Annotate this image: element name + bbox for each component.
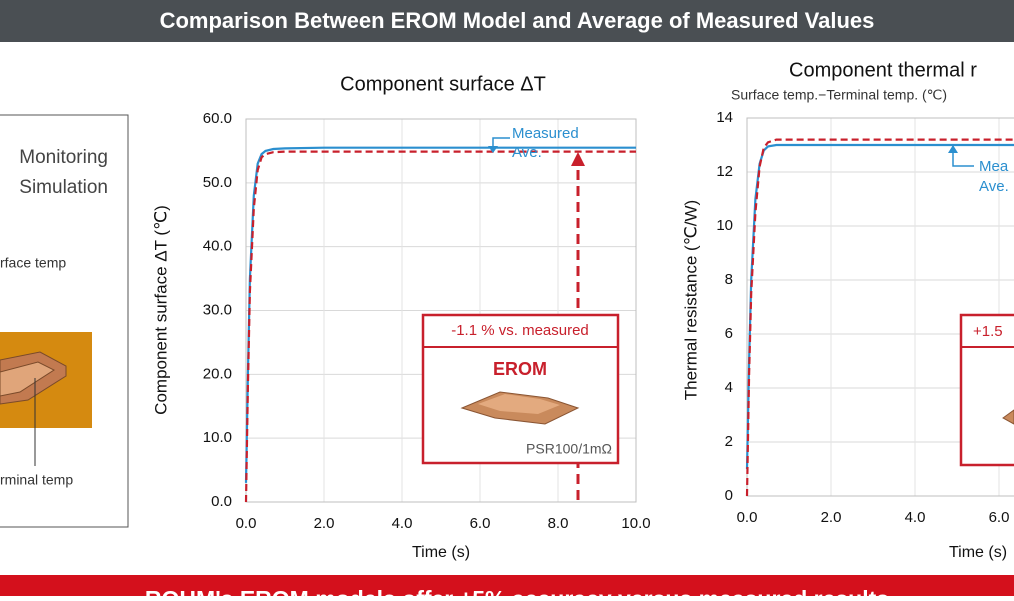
y-tick-label: 8 — [725, 271, 733, 288]
terminal-label: rminal temp — [0, 472, 73, 488]
plot-area: 0 2 4 6 8 10 12 14 0.0 2.0 4.0 6.0 — [716, 109, 1014, 526]
annotation: EROM — [493, 359, 547, 379]
y-tick-label: 14 — [716, 109, 733, 126]
callout — [492, 137, 510, 152]
annotation: Ave. — [512, 144, 542, 161]
callout — [952, 145, 974, 167]
arrowhead — [948, 145, 958, 153]
x-tick-label: 0.0 — [737, 509, 758, 526]
surface-label: rface temp — [0, 255, 66, 271]
annotation: Ave. — [979, 178, 1009, 195]
y-axis-label: Thermal resistance (℃/W) — [681, 200, 700, 400]
annotation: Measured — [512, 125, 579, 142]
header-title: Comparison Between EROM Model and Averag… — [160, 8, 875, 33]
left-panel — [0, 114, 129, 528]
y-tick-label: 20.0 — [203, 365, 232, 382]
x-tick-label: 6.0 — [470, 515, 491, 532]
erom-box — [421, 313, 620, 465]
annotation: +1.5 — [973, 323, 1003, 340]
x-axis-label: Time (s) — [412, 544, 470, 561]
x-tick-label: 0.0 — [236, 515, 257, 532]
x-tick-label: 8.0 — [548, 515, 569, 532]
y-tick-label: 50.0 — [203, 174, 232, 191]
banner — [0, 575, 1014, 596]
y-tick-label: 0 — [725, 487, 733, 504]
plot-frame — [245, 118, 637, 503]
chart-title: Component thermal r — [789, 59, 977, 81]
x-tick-label: 2.0 — [821, 509, 842, 526]
y-tick-label: 6 — [725, 325, 733, 342]
part-shape — [0, 361, 56, 397]
y-tick-label: 40.0 — [203, 238, 232, 255]
chart-subtitle: Surface temp.−Terminal temp. (℃) — [731, 87, 947, 103]
plot-frame — [746, 117, 1014, 497]
x-tick-label: 10.0 — [621, 515, 650, 532]
arrowhead — [488, 146, 498, 153]
chart-title: Component surface ΔT — [340, 73, 546, 95]
plot-area: 0.0 10.0 20.0 30.0 40.0 50.0 60.0 0.0 2.0 4.0 6.0 8… — [203, 110, 651, 532]
series-line — [745, 138, 1014, 497]
panel-line: Simulation — [19, 177, 108, 198]
series-line — [244, 150, 636, 503]
y-tick-label: 2 — [725, 433, 733, 450]
arrowhead — [571, 152, 585, 166]
x-tick-label: 4.0 — [392, 515, 413, 532]
y-tick-label: 10 — [716, 217, 733, 234]
y-axis-label: Component surface ΔT (℃) — [151, 205, 170, 415]
y-tick-label: 4 — [725, 379, 733, 396]
panel-line: Monitoring — [19, 147, 108, 168]
annotation: PSR100/1mΩ — [526, 441, 612, 457]
part-image — [1002, 409, 1014, 425]
x-tick-label: 4.0 — [905, 509, 926, 526]
y-tick-label: 30.0 — [203, 301, 232, 318]
x-tick-label: 6.0 — [989, 509, 1010, 526]
erom-box — [959, 313, 1014, 467]
y-tick-label: 12 — [716, 163, 733, 180]
y-tick-label: 0.0 — [211, 493, 232, 510]
y-tick-label: 60.0 — [203, 110, 232, 127]
x-tick-label: 2.0 — [314, 515, 335, 532]
part-image — [478, 394, 560, 414]
series-line — [745, 143, 1014, 470]
header-bar — [0, 0, 1014, 42]
banner-text: ROHM's EROM models offer ±5% accuracy ve… — [145, 586, 889, 596]
x-axis-label: Time (s) — [949, 544, 1007, 561]
annotation: Mea — [979, 158, 1009, 175]
y-tick-label: 10.0 — [203, 429, 232, 446]
annotation: -1.1 % vs. measured — [451, 322, 589, 339]
